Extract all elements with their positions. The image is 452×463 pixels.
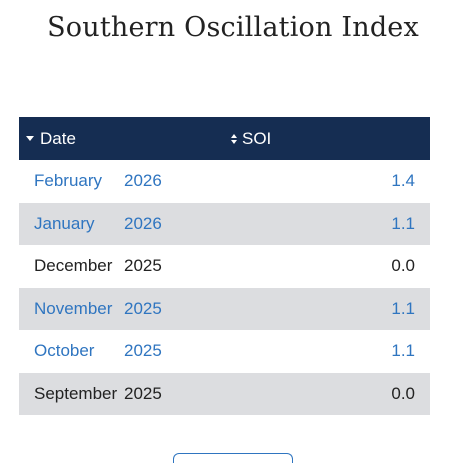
table-row: December 2025 0.0 <box>19 245 430 288</box>
month-cell[interactable]: November <box>34 298 113 318</box>
soi-value-cell[interactable]: 1.1 <box>391 298 415 318</box>
column-header-date[interactable]: Date <box>26 117 76 160</box>
soi-table: Date SOI February 2026 1.4 January 2026 … <box>19 117 430 415</box>
month-cell: December <box>34 256 113 276</box>
more-button[interactable] <box>173 453 293 463</box>
table-header: Date SOI <box>19 117 430 160</box>
soi-value-cell[interactable]: 1.1 <box>391 341 415 361</box>
column-header-soi[interactable]: SOI <box>231 117 271 160</box>
month-cell[interactable]: January <box>34 213 95 233</box>
year-cell[interactable]: 2025 <box>124 298 162 318</box>
column-header-date-label: Date <box>40 128 76 148</box>
soi-value-cell: 0.0 <box>391 383 415 403</box>
month-cell: September <box>34 383 118 403</box>
table-row: September 2025 0.0 <box>19 372 430 415</box>
month-cell[interactable]: February <box>34 171 103 191</box>
year-cell: 2025 <box>124 256 162 276</box>
sort-descending-icon <box>26 136 34 141</box>
year-cell[interactable]: 2026 <box>124 171 162 191</box>
sort-both-icon <box>231 133 237 144</box>
table-row[interactable]: October 2025 1.1 <box>19 330 430 373</box>
month-cell[interactable]: October <box>34 341 95 361</box>
column-header-soi-label: SOI <box>242 128 272 148</box>
table-row[interactable]: February 2026 1.4 <box>19 160 430 203</box>
table-row[interactable]: November 2025 1.1 <box>19 287 430 330</box>
year-cell[interactable]: 2025 <box>124 341 162 361</box>
soi-value-cell[interactable]: 1.4 <box>391 171 415 191</box>
year-cell: 2025 <box>124 383 162 403</box>
page-title: Southern Oscillation Index <box>47 12 419 43</box>
year-cell[interactable]: 2026 <box>124 213 162 233</box>
soi-value-cell[interactable]: 1.1 <box>391 213 415 233</box>
table-row[interactable]: January 2026 1.1 <box>19 202 430 245</box>
soi-value-cell: 0.0 <box>391 256 415 276</box>
